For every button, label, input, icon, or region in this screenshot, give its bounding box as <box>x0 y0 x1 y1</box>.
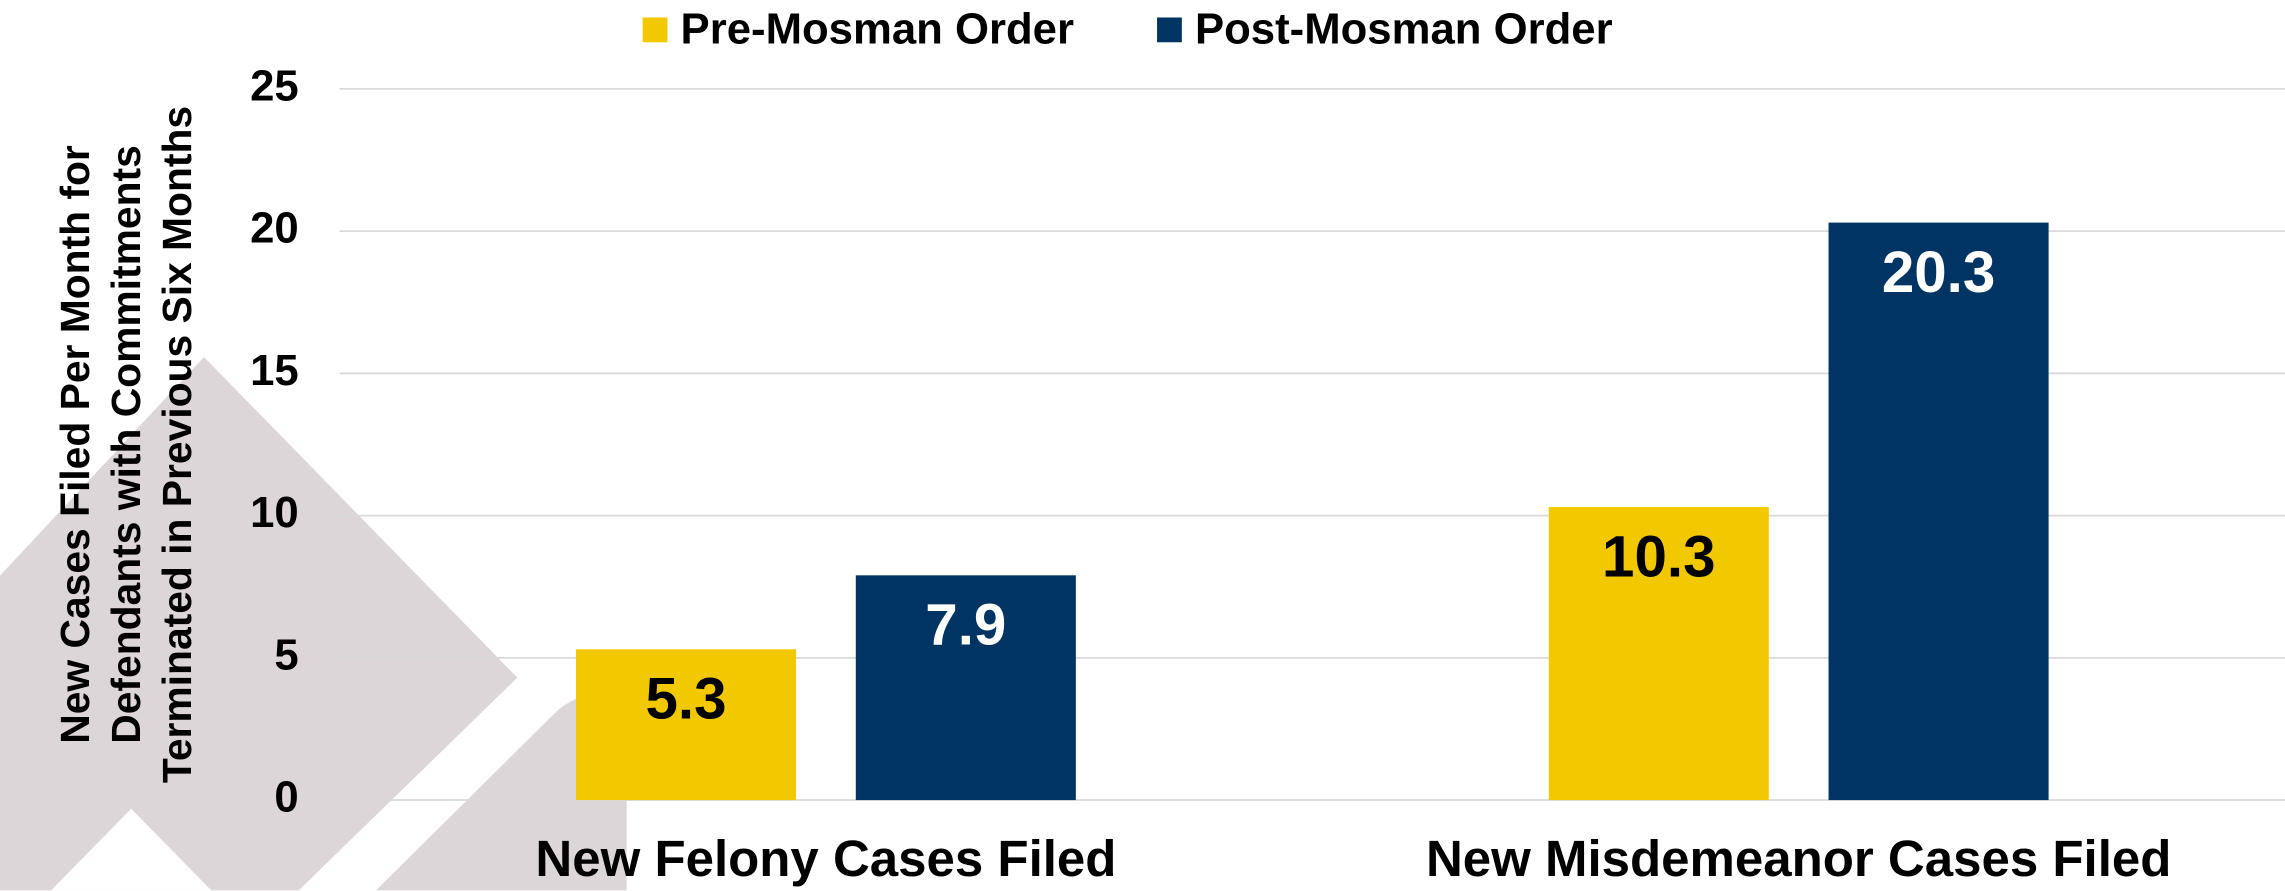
legend-label: Pre-Mosman Order <box>681 5 1074 54</box>
legend-swatch <box>1157 17 1182 43</box>
chart-body: New Cases Filed Per Month for Defendants… <box>0 5 2285 891</box>
y-axis-title-box: New Cases Filed Per Month for Defendants… <box>51 105 199 784</box>
decor-shape <box>0 357 518 891</box>
x-tick-label: New Misdemeanor Cases Filed <box>1426 830 2171 887</box>
y-tick-label: 25 <box>250 61 299 110</box>
y-axis-title: New Cases Filed Per Month for Defendants… <box>51 105 199 784</box>
data-label: 20.3 <box>1882 240 1995 305</box>
decor-cut <box>51 808 212 891</box>
y-tick-label: 20 <box>250 204 299 253</box>
bar <box>1548 507 1769 801</box>
bar <box>1828 222 2049 801</box>
y-tick-label: 10 <box>250 488 299 537</box>
data-label: 10.3 <box>1602 524 1715 589</box>
data-label: 7.9 <box>925 593 1006 658</box>
background-decoration <box>0 357 627 891</box>
y-axis-title-group: New Cases Filed Per Month for Defendants… <box>51 105 199 784</box>
decor-shape <box>375 694 627 891</box>
legend-swatch <box>642 17 668 43</box>
bar <box>855 575 1076 801</box>
bar <box>575 649 797 801</box>
x-tick-label: New Felony Cases Filed <box>535 830 1116 887</box>
data-label: 5.3 <box>646 667 727 732</box>
y-tick-label: 0 <box>274 773 298 822</box>
y-tick-label: 5 <box>274 630 298 679</box>
y-tick-label: 15 <box>250 346 299 395</box>
legend-label: Post-Mosman Order <box>1195 5 1613 54</box>
